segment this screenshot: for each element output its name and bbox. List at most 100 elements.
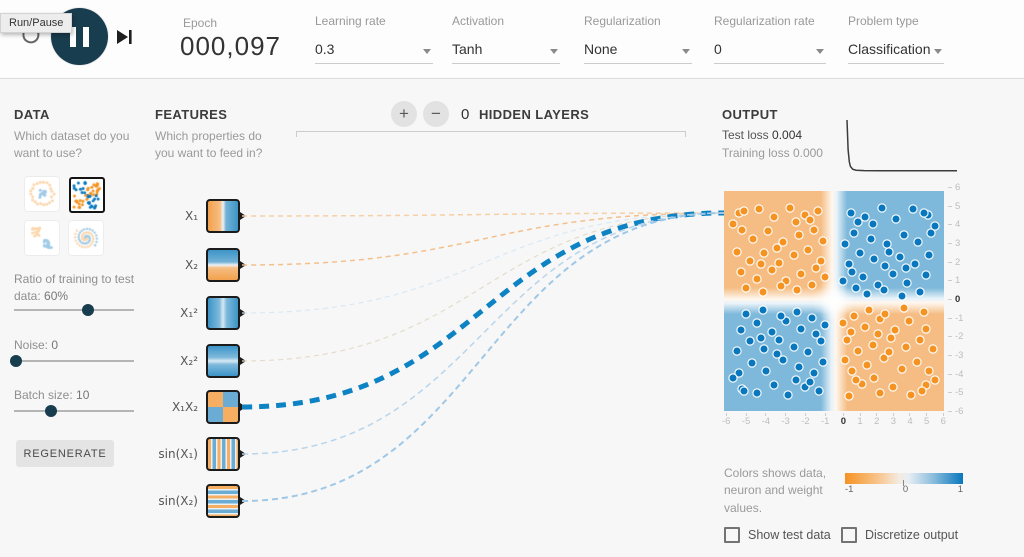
output-section-title: OUTPUT [722,107,778,122]
data-point-orange-class [858,380,865,387]
data-point-blue-class [903,279,911,287]
data-point-blue-class [779,356,787,364]
batch-label: Batch size: 10 [14,388,90,402]
x-tick--2: -2 [801,413,810,431]
show-test-data-checkbox[interactable]: Show test data [724,527,831,543]
feature-tile-x1x2[interactable] [206,390,240,424]
dropdown-regularization[interactable]: Regularization None [584,14,692,66]
feature-tile-x2sq[interactable] [206,344,240,378]
dataset-circle-preview [27,179,57,209]
checkbox-box[interactable] [841,527,857,543]
data-point-blue-class [808,314,816,321]
epoch-label: Epoch [183,16,218,30]
link-sinx2-to-output [241,212,725,502]
data-point-blue-class [870,255,878,263]
data-point-orange-class [779,238,787,246]
dropdown-label: Activation [452,14,505,28]
dropdown-value[interactable]: None [584,41,692,64]
ratio-slider-thumb[interactable] [82,304,95,316]
y-tick-2: 2 [948,257,976,267]
data-point-orange-class [874,330,882,338]
data-point-orange-class [817,257,825,265]
data-point-orange-class [870,374,878,382]
dataset-circle[interactable] [25,177,59,211]
step-forward-button[interactable] [116,29,134,45]
noise-slider[interactable] [10,354,134,368]
remove-layer-button[interactable]: − [423,101,449,127]
dropdown-value[interactable]: Tanh [452,41,560,64]
data-point-orange-class [733,248,741,255]
data-point-blue-class [810,369,818,376]
dataset-spiral[interactable] [69,221,103,255]
features-section-title: FEATURES [155,107,228,122]
regenerate-button[interactable]: REGENERATE [16,440,114,467]
data-point-orange-class [770,213,777,221]
data-point-orange-class [757,260,765,268]
data-point-blue-class [909,205,917,213]
data-point-orange-class [848,367,856,375]
data-point-blue-class [797,325,805,332]
data-point-blue-class [883,240,891,248]
data-point-blue-class [920,209,928,217]
x-axis-labels: -6 -5 -4 -3 -2 -1 0 1 2 3 4 5 6 [722,413,946,431]
feature-tile-x2[interactable] [206,248,240,282]
data-point-blue-class [859,273,867,281]
y-tick--4: -4 [948,369,976,379]
hidden-layers-count: 0 [461,106,470,123]
feature-tile-x1sq[interactable] [206,296,240,330]
run-pause-tooltip: Run/Pause [0,13,73,33]
feature-row-sinx1: sin(X₁) [152,437,240,471]
dropdown-problem-type[interactable]: Problem type Classification [848,14,944,66]
dropdown-learning-rate[interactable]: Learning rate 0.3 [315,14,433,66]
checkbox-box[interactable] [724,527,740,543]
pause-icon [70,26,89,47]
dropdown-value[interactable]: Classification [848,41,944,64]
data-point-blue-class [847,209,854,217]
data-point-blue-class [841,240,849,248]
data-point-orange-class [742,284,750,292]
dataset-gaussian[interactable] [25,221,59,255]
data-point-blue-class [806,378,814,386]
feature-tile-x1[interactable] [206,199,240,233]
feature-label-x2sq: X₂² [180,354,198,368]
data-point-orange-class [905,317,913,325]
y-tick-4: 4 [948,220,976,230]
data-point-blue-class [927,229,935,237]
dataset-xor[interactable] [69,177,105,213]
noise-slider-track[interactable] [14,360,134,362]
dropdown-activation[interactable]: Activation Tanh [452,14,560,66]
data-point-orange-class [885,348,893,356]
data-point-blue-class [775,336,783,343]
dropdown-value[interactable]: 0 [714,41,826,64]
ratio-slider-track[interactable] [14,309,134,311]
data-point-blue-class [869,220,876,228]
data-point-blue-class [782,317,790,325]
data-point-orange-class [925,367,933,375]
batch-slider[interactable] [14,404,134,418]
noise-slider-thumb[interactable] [10,355,23,367]
y-tick--1: -1 [948,313,976,323]
top-toolbar: Epoch 000,097 Learning rate 0.3 Activation… [0,0,1024,79]
feature-tile-sinx2[interactable] [206,484,240,518]
data-point-blue-class [856,249,864,257]
feature-label-sinx2: sin(X₂) [158,494,198,508]
feature-tile-sinx1[interactable] [206,437,240,471]
discretize-output-checkbox[interactable]: Discretize output [841,527,958,543]
data-section-title: DATA [14,107,50,122]
batch-slider-thumb[interactable] [45,405,58,417]
data-point-blue-class [790,343,798,351]
ratio-slider[interactable] [14,303,134,317]
add-layer-button[interactable]: + [391,101,417,127]
dropdown-value[interactable]: 0.3 [315,41,433,64]
data-point-blue-class [898,292,906,299]
batch-slider-track[interactable] [14,410,134,412]
data-point-blue-class [768,328,776,336]
data-point-orange-class [764,227,772,235]
data-point-orange-class [876,389,884,397]
data-point-orange-class [847,328,854,336]
y-tick-3: 3 [948,239,976,248]
data-point-blue-class [795,363,803,371]
data-point-blue-class [916,288,924,296]
x-tick-1: 1 [857,413,863,431]
dropdown-regularization-rate[interactable]: Regularization rate 0 [714,14,826,66]
